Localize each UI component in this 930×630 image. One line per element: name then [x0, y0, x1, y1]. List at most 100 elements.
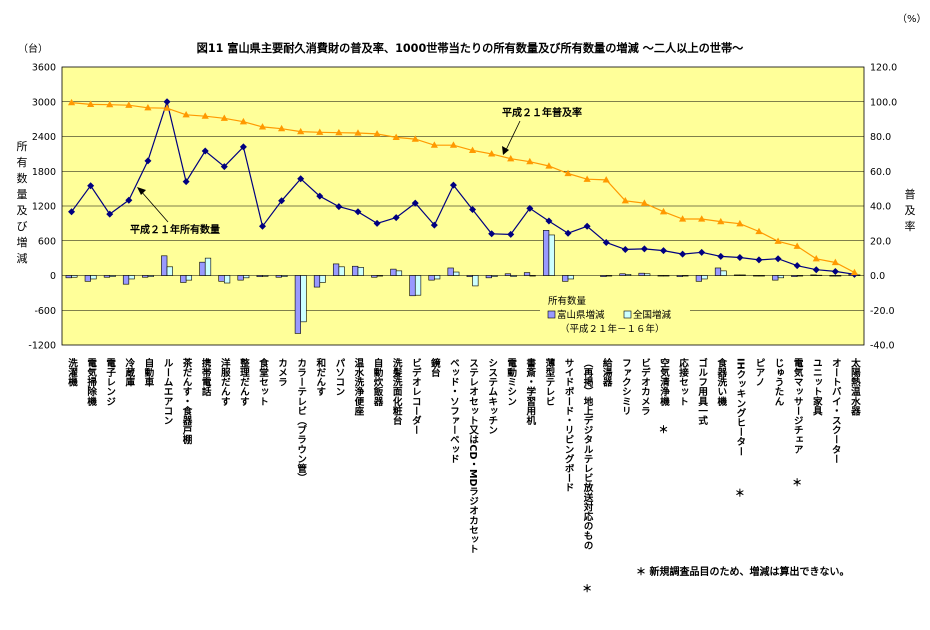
- category-label: パソコン: [333, 358, 345, 396]
- category-star-mark: ＊: [659, 424, 669, 436]
- bar-toyama: [390, 268, 397, 276]
- category-label: システムキッチン: [486, 358, 498, 435]
- legend-swatch-toyama: [547, 310, 556, 319]
- rate-point: [812, 255, 820, 262]
- right-tick-label: 120.0: [870, 63, 897, 74]
- bar-national: [548, 234, 555, 276]
- count-point: [469, 205, 477, 213]
- bar-national: [166, 266, 173, 276]
- left-axis-title-char: 減: [17, 251, 28, 265]
- rate-point: [526, 157, 534, 165]
- rate-point: [163, 104, 171, 111]
- rate-point: [316, 128, 324, 135]
- category-label: 自動炊飯器: [372, 357, 385, 406]
- count-point: [182, 178, 190, 186]
- category-label: ゴルフ用具一式: [696, 357, 709, 426]
- rate-point: [831, 258, 839, 266]
- bar-national: [835, 275, 842, 277]
- category-label: 茶だんす・食器戸棚: [181, 357, 194, 445]
- bar-series: [65, 230, 861, 334]
- bar-toyama: [772, 275, 779, 281]
- rate-point: [507, 154, 515, 162]
- bar-toyama: [695, 275, 702, 282]
- rate-point: [659, 207, 668, 215]
- bar-national: [682, 275, 689, 277]
- footnote: ＊ 新規調査品目のため、増減は算出できない。: [636, 565, 849, 578]
- rate-point: [297, 127, 305, 135]
- bar-toyama: [275, 275, 282, 278]
- annotation-count: 平成２１年所有数量: [130, 223, 220, 236]
- category-label: ビデオカメラ: [639, 357, 651, 415]
- rate-point: [602, 176, 610, 183]
- bar-toyama: [180, 275, 187, 283]
- count-point: [602, 238, 610, 246]
- category-label: サイドボード・リビングボード: [563, 358, 575, 492]
- category-label: ピアノ: [753, 358, 764, 387]
- bar-national: [510, 275, 517, 277]
- bar-national: [128, 275, 135, 280]
- count-point: [812, 266, 820, 274]
- bar-national: [109, 275, 116, 277]
- bar-toyama: [543, 230, 550, 276]
- count-point: [373, 219, 381, 227]
- rate-point: [545, 162, 553, 169]
- count-point: [68, 208, 76, 216]
- rate-point: [774, 237, 782, 244]
- count-point: [163, 98, 171, 106]
- count-point: [297, 175, 305, 183]
- category-label: 太陽熱温水器: [849, 357, 862, 416]
- category-label: （再掲）地上デジタルテレビ放送対応のもの: [582, 358, 595, 550]
- category-label: 鏡台: [429, 357, 441, 378]
- rate-point: [373, 130, 381, 137]
- category-star-mark: ＊: [735, 488, 745, 500]
- bar-toyama: [256, 275, 263, 277]
- left-tick-label: 3600: [32, 63, 56, 74]
- left-tick-label: -600: [34, 306, 56, 317]
- bar-toyama: [218, 275, 225, 282]
- count-point: [526, 204, 534, 212]
- annotation-count-arrowhead: [137, 187, 146, 195]
- bar-toyama: [237, 275, 244, 281]
- rate-point: [277, 124, 286, 132]
- rate-point: [736, 219, 744, 227]
- bar-national: [758, 275, 765, 277]
- right-tick-label: 20.0: [870, 236, 891, 247]
- left-tick-label: -1200: [28, 341, 56, 352]
- bar-national: [644, 273, 651, 276]
- category-label: 洗髪洗面化粧台: [391, 357, 404, 426]
- bar-toyama: [562, 275, 569, 282]
- category-label: 応接セット: [677, 357, 689, 406]
- bar-toyama: [65, 275, 72, 279]
- bar-toyama: [313, 275, 321, 288]
- left-tick-label: 1200: [32, 202, 56, 213]
- category-label: 温水洗浄便座: [352, 357, 365, 416]
- bar-toyama: [638, 272, 645, 276]
- bar-national: [739, 274, 746, 276]
- bar-toyama: [161, 255, 168, 276]
- legend-title: 所有数量: [548, 295, 587, 307]
- legend-period: （平成２１年－１６年）: [560, 323, 665, 335]
- category-star-mark: ＊: [792, 477, 802, 489]
- bar-toyama: [753, 275, 760, 277]
- count-point: [278, 197, 286, 205]
- bar-national: [701, 275, 708, 280]
- bar-national: [357, 267, 364, 276]
- rate-point: [717, 217, 725, 225]
- bar-toyama: [428, 275, 435, 281]
- count-point: [87, 182, 95, 190]
- right-tick-label: 0.0: [870, 271, 885, 282]
- bar-toyama: [657, 275, 664, 277]
- rate-point: [678, 215, 687, 222]
- annotation-rate-arrowhead: [502, 146, 509, 155]
- category-labels: 洗濯機 電気掃除機 電子レンジ 冷蔵庫 自動車 ルームエアコン 茶だんす・食器戸棚 携帯電話洋…: [66, 357, 862, 595]
- count-point: [698, 248, 706, 256]
- right-axis-title-char: 普: [905, 187, 916, 201]
- rate-point: [125, 101, 133, 108]
- category-label: 電子レンジ: [104, 357, 116, 406]
- category-label: じゅうたん: [773, 358, 785, 407]
- rate-point: [239, 117, 248, 125]
- rate-point: [583, 175, 591, 182]
